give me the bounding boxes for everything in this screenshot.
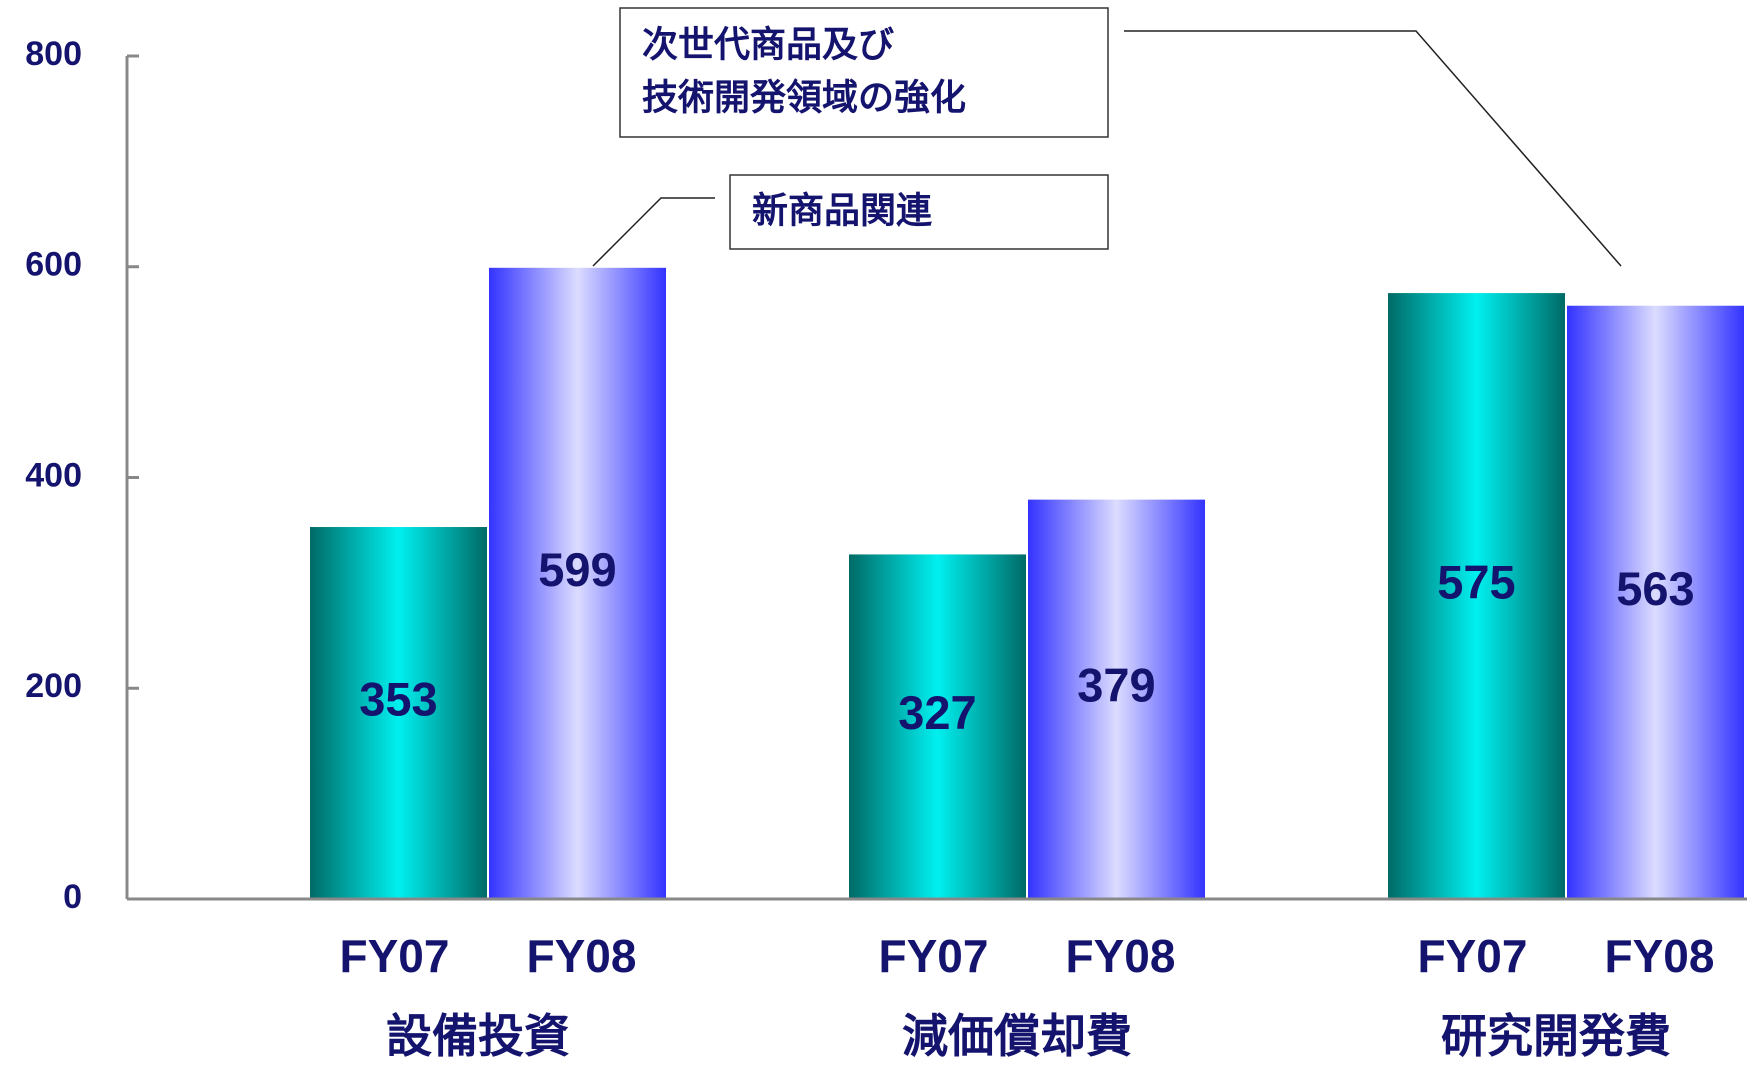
bar [849,554,1026,899]
x-tick-label: 研究開発費 [1441,1010,1671,1062]
bar [310,527,487,899]
y-tick-label: 200 [25,667,82,705]
x-tick-label: 設備投資 [386,1010,570,1062]
annotation-text: 技術開発領域の強化 [642,77,966,118]
series-label: FY07 [340,930,450,982]
bar [1567,305,1744,899]
annotation-leader [592,197,715,267]
value-label: 327 [898,686,976,739]
value-label: 575 [1437,555,1515,608]
annotation-leader [1124,30,1622,267]
annotation-box [619,7,1109,138]
bar [489,267,666,900]
series-label: FY07 [1418,930,1528,982]
annotation-text: 次世代商品及び [642,24,894,65]
value-label: 379 [1077,659,1155,712]
annotation-box [729,174,1109,250]
bar [1388,293,1565,899]
y-tick-label: 0 [63,878,82,916]
y-tick-label: 800 [25,35,82,73]
series-label: FY08 [1066,930,1176,982]
value-label: 599 [538,543,616,596]
value-label: 563 [1616,562,1694,615]
series-label: FY08 [1605,930,1715,982]
bar [1028,499,1205,899]
x-tick-label: 減価償却費 [902,1010,1132,1062]
y-tick-label: 400 [25,456,82,494]
annotation-text: 新商品関連 [752,190,933,231]
y-tick-label: 600 [25,246,82,284]
series-label: FY08 [527,930,637,982]
series-label: FY07 [879,930,989,982]
value-label: 353 [359,672,437,725]
